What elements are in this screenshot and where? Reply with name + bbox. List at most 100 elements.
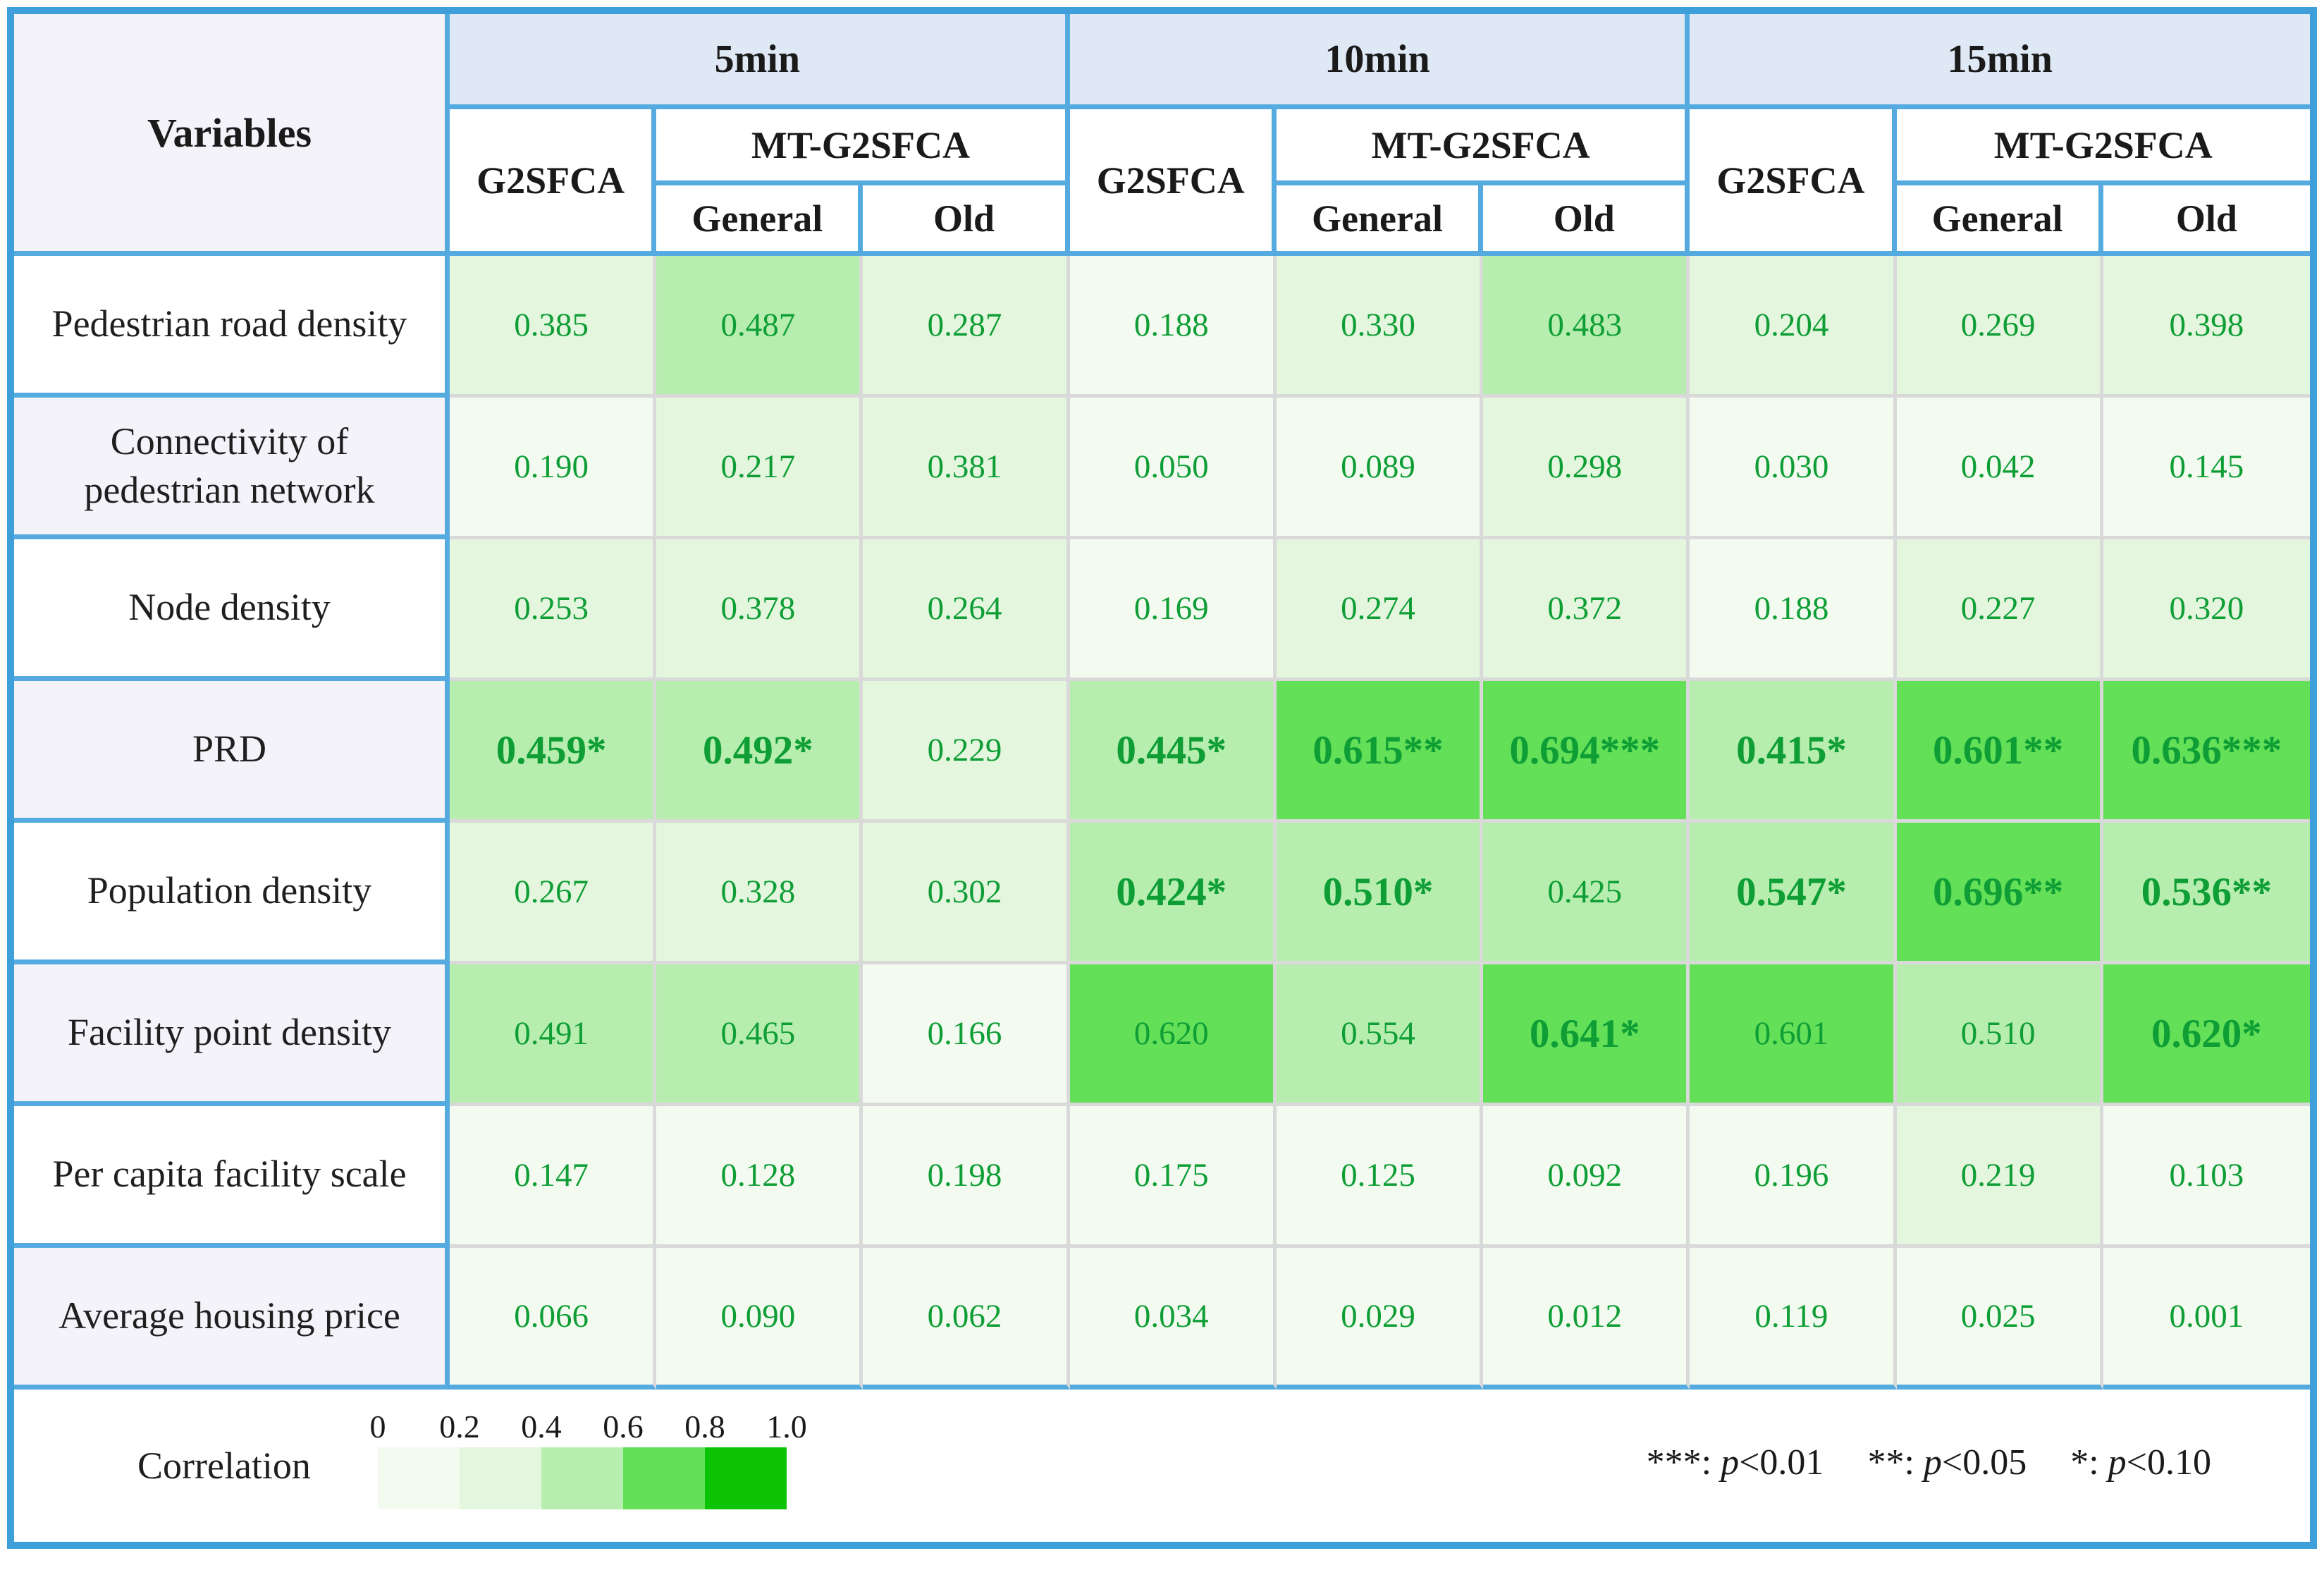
general-header: General xyxy=(1896,185,2103,256)
row-label: Per capita facility scale xyxy=(14,1106,450,1248)
correlation-table: Variables 5min 10min 15min G2SFCA MT-G2S… xyxy=(7,7,2317,1549)
heatmap-cell: 0.147 xyxy=(450,1106,657,1248)
heatmap-cell: 0.204 xyxy=(1690,256,1897,398)
heatmap-cell: 0.328 xyxy=(656,823,863,964)
g2sfca-header: G2SFCA xyxy=(450,109,657,256)
mt-g2sfca-header: MT-G2SFCA xyxy=(1896,109,2310,185)
heatmap-cell: 0.381 xyxy=(863,398,1070,539)
heatmap-cell: 0.424* xyxy=(1069,823,1277,964)
heatmap-cell: 0.169 xyxy=(1069,539,1277,681)
time-group-header-15min: 15min xyxy=(1690,14,2310,109)
heatmap-cell: 0.196 xyxy=(1690,1106,1897,1248)
legend-swatch xyxy=(459,1447,541,1509)
significance-note: *: p<0.10 xyxy=(2070,1442,2211,1483)
heatmap-cell: 0.554 xyxy=(1276,964,1484,1106)
time-group-header-10min: 10min xyxy=(1069,14,1690,109)
heatmap-cell: 0.001 xyxy=(2103,1248,2310,1390)
heatmap-cell: 0.459* xyxy=(450,681,657,823)
heatmap-cell: 0.510* xyxy=(1276,823,1484,964)
heatmap-cell: 0.378 xyxy=(656,539,863,681)
heatmap-cell: 0.320 xyxy=(2103,539,2310,681)
heatmap-cell: 0.492* xyxy=(656,681,863,823)
heatmap-cell: 0.030 xyxy=(1690,398,1897,539)
legend-tick: 0 xyxy=(369,1409,386,1445)
legend-tick: 1.0 xyxy=(766,1409,807,1445)
legend-swatch-row xyxy=(377,1447,788,1509)
heatmap-cell: 0.253 xyxy=(450,539,657,681)
legend-swatch xyxy=(541,1447,623,1509)
heatmap-cell: 0.620 xyxy=(1069,964,1277,1106)
heatmap-cell: 0.601** xyxy=(1896,681,2103,823)
heatmap-cell: 0.641* xyxy=(1483,964,1690,1106)
heatmap-cell: 0.269 xyxy=(1896,256,2103,398)
general-header: General xyxy=(656,185,863,256)
heatmap-cell: 0.415* xyxy=(1690,681,1897,823)
row-label: Node density xyxy=(14,539,450,681)
heatmap-cell: 0.103 xyxy=(2103,1106,2310,1248)
heatmap-cell: 0.398 xyxy=(2103,256,2310,398)
heatmap-cell: 0.487 xyxy=(656,256,863,398)
heatmap-cell: 0.491 xyxy=(450,964,657,1106)
heatmap-cell: 0.128 xyxy=(656,1106,863,1248)
heatmap-cell: 0.229 xyxy=(863,681,1070,823)
heatmap-cell: 0.483 xyxy=(1483,256,1690,398)
heatmap-cell: 0.385 xyxy=(450,256,657,398)
heatmap-cell: 0.372 xyxy=(1483,539,1690,681)
heatmap-cell: 0.145 xyxy=(2103,398,2310,539)
heatmap-cell: 0.092 xyxy=(1483,1106,1690,1248)
time-group-header-5min: 5min xyxy=(450,14,1070,109)
row-label: Average housing price xyxy=(14,1248,450,1390)
significance-note: ***: p<0.01 xyxy=(1646,1442,1824,1483)
heatmap-cell: 0.302 xyxy=(863,823,1070,964)
heatmap-cell: 0.066 xyxy=(450,1248,657,1390)
general-header: General xyxy=(1276,185,1484,256)
heatmap-cell: 0.042 xyxy=(1896,398,2103,539)
heatmap-cell: 0.636*** xyxy=(2103,681,2310,823)
heatmap-cell: 0.620* xyxy=(2103,964,2310,1106)
heatmap-cell: 0.198 xyxy=(863,1106,1070,1248)
g2sfca-header: G2SFCA xyxy=(1069,109,1277,256)
legend-tick: 0.8 xyxy=(684,1409,725,1445)
significance-note: **: p<0.05 xyxy=(1867,1442,2027,1483)
table-footer: Correlation 0 0.2 0.4 0.6 0.8 1.0 ***: p<0.01… xyxy=(14,1390,2310,1542)
mt-g2sfca-header: MT-G2SFCA xyxy=(656,109,1070,185)
legend-label: Correlation xyxy=(137,1445,311,1487)
old-header: Old xyxy=(1483,185,1690,256)
heatmap-cell: 0.029 xyxy=(1276,1248,1484,1390)
legend-swatch xyxy=(704,1447,787,1509)
row-label: Connectivity of pedestrian network xyxy=(14,398,450,539)
heatmap-cell: 0.012 xyxy=(1483,1248,1690,1390)
row-label: PRD xyxy=(14,681,450,823)
heatmap-cell: 0.188 xyxy=(1069,256,1277,398)
heatmap-cell: 0.696** xyxy=(1896,823,2103,964)
heatmap-cell: 0.089 xyxy=(1276,398,1484,539)
heatmap-cell: 0.425 xyxy=(1483,823,1690,964)
heatmap-cell: 0.264 xyxy=(863,539,1070,681)
heatmap-cell: 0.330 xyxy=(1276,256,1484,398)
heatmap-cell: 0.188 xyxy=(1690,539,1897,681)
heatmap-cell: 0.694*** xyxy=(1483,681,1690,823)
heatmap-cell: 0.090 xyxy=(656,1248,863,1390)
legend-tick-row: 0 0.2 0.4 0.6 0.8 1.0 xyxy=(369,1408,806,1447)
mt-g2sfca-header: MT-G2SFCA xyxy=(1276,109,1690,185)
heatmap-cell: 0.510 xyxy=(1896,964,2103,1106)
heatmap-cell: 0.219 xyxy=(1896,1106,2103,1248)
row-label: Population density xyxy=(14,823,450,964)
heatmap-cell: 0.119 xyxy=(1690,1248,1897,1390)
heatmap-cell: 0.445* xyxy=(1069,681,1277,823)
heatmap-cell: 0.547* xyxy=(1690,823,1897,964)
heatmap-cell: 0.615** xyxy=(1276,681,1484,823)
row-label: Facility point density xyxy=(14,964,450,1106)
heatmap-cell: 0.465 xyxy=(656,964,863,1106)
heatmap-cell: 0.025 xyxy=(1896,1248,2103,1390)
old-header: Old xyxy=(2103,185,2310,256)
significance-notes: ***: p<0.01 **: p<0.05 *: p<0.10 xyxy=(1647,1442,2211,1483)
legend-swatch xyxy=(377,1447,460,1509)
legend-tick: 0.6 xyxy=(603,1409,644,1445)
heatmap-cell: 0.536** xyxy=(2103,823,2310,964)
heatmap-cell: 0.298 xyxy=(1483,398,1690,539)
variables-header: Variables xyxy=(14,14,450,256)
heatmap-cell: 0.034 xyxy=(1069,1248,1277,1390)
legend-tick: 0.4 xyxy=(521,1409,562,1445)
heatmap-cell: 0.287 xyxy=(863,256,1070,398)
